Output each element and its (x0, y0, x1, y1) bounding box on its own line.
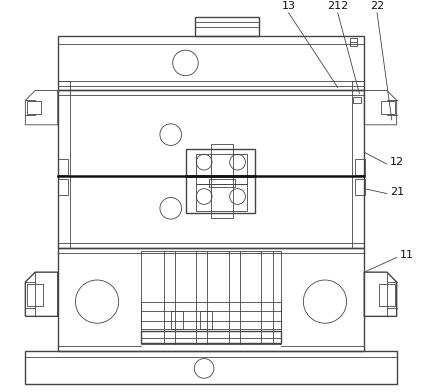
Bar (355, 179, 365, 194)
Text: 21: 21 (390, 187, 404, 197)
Bar (27, 101, 41, 114)
Bar (58, 159, 67, 175)
Bar (196, 184, 247, 211)
Bar (171, 312, 182, 329)
Bar (141, 301, 281, 329)
Bar (141, 331, 281, 343)
Text: 22: 22 (370, 1, 384, 11)
Bar (379, 284, 395, 305)
Bar (211, 144, 233, 218)
Bar (58, 248, 364, 351)
Text: 12: 12 (390, 157, 404, 167)
Bar (195, 17, 259, 36)
Bar (58, 91, 70, 248)
Bar (141, 250, 281, 344)
Bar (58, 81, 70, 91)
Bar (25, 351, 397, 384)
Bar (27, 284, 43, 305)
Bar (354, 97, 361, 103)
Bar (355, 159, 365, 175)
Bar (200, 312, 212, 329)
Bar (381, 101, 395, 114)
Bar (58, 179, 67, 194)
Text: 11: 11 (400, 250, 414, 260)
Bar (196, 154, 247, 184)
Bar (187, 149, 255, 213)
Text: 13: 13 (282, 1, 296, 11)
Bar (209, 179, 234, 187)
Bar (141, 312, 281, 321)
Bar (349, 38, 357, 46)
Bar (352, 91, 364, 248)
Bar (58, 36, 364, 91)
Text: 212: 212 (327, 1, 349, 11)
Bar (352, 81, 364, 91)
Bar (58, 91, 364, 248)
